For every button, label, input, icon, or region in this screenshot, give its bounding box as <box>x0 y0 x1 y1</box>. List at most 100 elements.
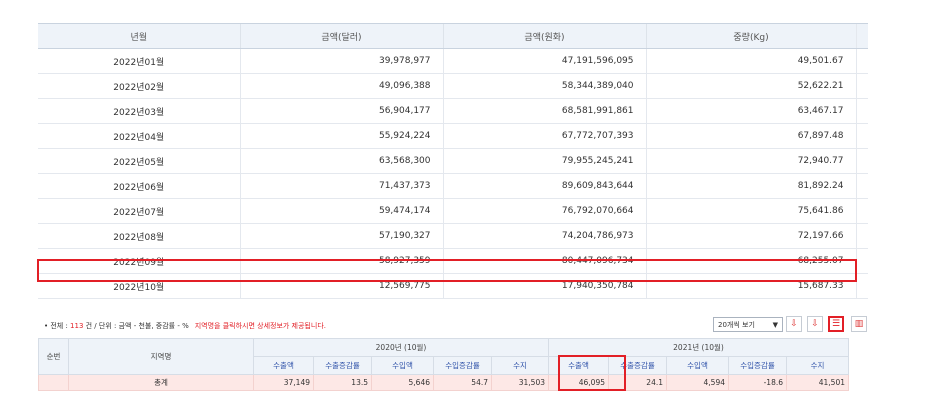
monthly-trade-table: 년월 금액(달러) 금액(원화) 중량(Kg) 2022년01월 39,978,9… <box>38 23 868 299</box>
cell-weight: 52,622.21 <box>645 73 856 99</box>
scrollbar-gutter[interactable] <box>855 148 868 174</box>
cell-weight: 63,467.17 <box>645 98 856 124</box>
total-2021-import-rate: -18.6 <box>728 374 787 391</box>
total-2020-balance: 31,503 <box>491 374 549 391</box>
cell-amount-usd: 49,096,388 <box>239 73 443 99</box>
table-row: 2022년01월 39,978,977 47,191,596,095 49,501.6… <box>38 48 868 74</box>
cell-amount-krw: 76,792,070,664 <box>442 198 646 224</box>
cell-month: 2022년07월 <box>38 198 240 224</box>
cell-month: 2022년04월 <box>38 123 240 149</box>
sub-header-export[interactable]: 수출액 <box>548 356 609 375</box>
total-2021-balance: 41,501 <box>786 374 849 391</box>
table-row: 2022년05월 63,568,300 79,955,245,241 72,940.7… <box>38 148 868 174</box>
total-label: 총계 <box>68 374 254 391</box>
sub-header-balance[interactable]: 수지 <box>491 356 549 375</box>
cell-weight: 67,897.48 <box>645 123 856 149</box>
list-view-icon[interactable]: ☰ <box>828 316 844 332</box>
group-header-2021: 2021년 (10월) <box>548 338 849 357</box>
cell-month: 2022년02월 <box>38 73 240 99</box>
cell-month: 2022년05월 <box>38 148 240 174</box>
scrollbar-gutter[interactable] <box>855 223 868 249</box>
cell-amount-krw: 68,581,991,861 <box>442 98 646 124</box>
col-header-no: 순번 <box>38 338 69 375</box>
cell-amount-usd: 58,927,359 <box>239 248 443 274</box>
total-count: 113 <box>70 322 84 330</box>
info-unit: 건 / 단위 : 금액 - 천불, 중감률 - % <box>83 322 189 330</box>
table-row: 2022년02월 49,096,388 58,344,389,040 52,622.2… <box>38 73 868 99</box>
sub-header-balance[interactable]: 수지 <box>786 356 849 375</box>
table-row: 2022년07월 59,474,174 76,792,070,664 75,641.8… <box>38 198 868 224</box>
cell-month: 2022년08월 <box>38 223 240 249</box>
cell-amount-usd: 59,474,174 <box>239 198 443 224</box>
page-size-value: 20개씩 보기 <box>718 321 755 329</box>
total-2021-export-rate: 24.1 <box>608 374 667 391</box>
cell-amount-krw: 79,955,245,241 <box>442 148 646 174</box>
scrollbar-gutter[interactable] <box>855 273 868 299</box>
cell-weight: 75,641.86 <box>645 198 856 224</box>
table-row: 2022년06월 71,437,373 89,609,843,644 81,892.2… <box>38 173 868 199</box>
cell-month: 2022년01월 <box>38 48 240 74</box>
chart-view-icon[interactable]: ▥ <box>851 316 867 332</box>
cell-amount-krw: 67,772,707,393 <box>442 123 646 149</box>
cell-month: 2022년09월 <box>38 248 240 274</box>
total-row: 총계 37,149 13.5 5,646 54.7 31,503 46,095 … <box>38 374 849 391</box>
total-2021-export: 46,095 <box>548 374 609 391</box>
cell-amount-krw: 89,609,843,644 <box>442 173 646 199</box>
cell-weight: 68,255.07 <box>645 248 856 274</box>
chevron-down-icon: ▼ <box>772 321 778 329</box>
cell-weight: 15,687.33 <box>645 273 856 299</box>
scrollbar-gutter[interactable] <box>855 248 868 274</box>
cell-weight: 81,892.24 <box>645 173 856 199</box>
page-size-select[interactable]: 20개씩 보기 ▼ <box>713 317 783 332</box>
total-2020-import-rate: 54.7 <box>433 374 492 391</box>
cell-month: 2022년10월 <box>38 273 240 299</box>
cell-amount-usd: 63,568,300 <box>239 148 443 174</box>
cell-amount-usd: 57,190,327 <box>239 223 443 249</box>
total-2020-import: 5,646 <box>371 374 434 391</box>
info-bar: • 전체 : 113 건 / 단위 : 금액 - 천불, 중감률 - % 지역명을… <box>44 321 326 331</box>
cell-amount-usd: 12,569,775 <box>239 273 443 299</box>
table-row: 2022년10월 12,569,775 17,940,350,784 15,687.3… <box>38 273 868 299</box>
col-header-region: 지역명 <box>68 338 254 375</box>
cell-amount-krw: 58,344,389,040 <box>442 73 646 99</box>
sub-header-import-rate[interactable]: 수입증감률 <box>433 356 492 375</box>
col-header-amount-krw: 금액(원화) <box>442 23 646 49</box>
sub-header-export[interactable]: 수출액 <box>253 356 314 375</box>
highlight-box-2021-export <box>558 355 626 391</box>
scrollbar-gutter[interactable] <box>855 73 868 99</box>
scrollbar-gutter[interactable] <box>855 23 868 49</box>
group-header-2020: 2020년 (10월) <box>253 338 549 357</box>
sub-header-import[interactable]: 수입액 <box>666 356 729 375</box>
cell-amount-krw: 47,191,596,095 <box>442 48 646 74</box>
cell-weight: 72,940.77 <box>645 148 856 174</box>
sub-header-import[interactable]: 수입액 <box>371 356 434 375</box>
scrollbar-gutter[interactable] <box>855 198 868 224</box>
scrollbar-gutter[interactable] <box>855 48 868 74</box>
table-row: 2022년04월 55,924,224 67,772,707,393 67,897.4… <box>38 123 868 149</box>
total-no <box>38 374 69 391</box>
cell-amount-usd: 55,924,224 <box>239 123 443 149</box>
cell-amount-krw: 74,204,786,973 <box>442 223 646 249</box>
col-header-amount-usd: 금액(달러) <box>239 23 443 49</box>
total-2021-import: 4,594 <box>666 374 729 391</box>
info-note: 지역명을 클릭하시면 상세정보가 제공됩니다. <box>194 322 326 330</box>
cell-month: 2022년06월 <box>38 173 240 199</box>
download-excel-icon[interactable]: ⇩ <box>786 316 802 332</box>
scrollbar-gutter[interactable] <box>855 98 868 124</box>
cell-amount-krw: 80,447,096,734 <box>442 248 646 274</box>
col-header-weight: 중량(Kg) <box>645 23 856 49</box>
sub-header-import-rate[interactable]: 수입증감률 <box>728 356 787 375</box>
info-prefix: • 전체 : <box>44 322 71 330</box>
cell-month: 2022년03월 <box>38 98 240 124</box>
scrollbar-gutter[interactable] <box>855 173 868 199</box>
scrollbar-gutter[interactable] <box>855 123 868 149</box>
cell-amount-krw: 17,940,350,784 <box>442 273 646 299</box>
total-2020-export-rate: 13.5 <box>313 374 372 391</box>
download-file-icon[interactable]: ⇩ <box>807 316 823 332</box>
sub-header-export-rate[interactable]: 수출증감률 <box>313 356 372 375</box>
cell-amount-usd: 39,978,977 <box>239 48 443 74</box>
cell-amount-usd: 56,904,177 <box>239 98 443 124</box>
cell-weight: 72,197.66 <box>645 223 856 249</box>
table-row: 2022년08월 57,190,327 74,204,786,973 72,197.6… <box>38 223 868 249</box>
highlight-box-oct-row <box>37 259 857 282</box>
